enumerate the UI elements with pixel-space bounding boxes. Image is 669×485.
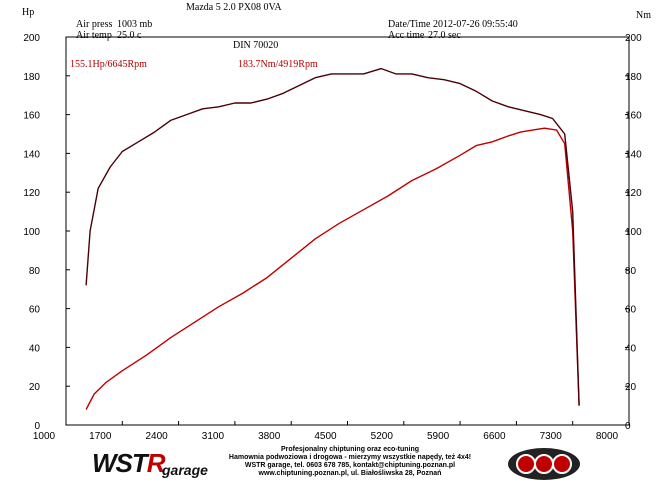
left-unit-label: Hp <box>22 7 34 18</box>
y-tick-label-right: 140 <box>625 149 642 160</box>
y-tick-label-right: 120 <box>625 188 642 199</box>
y-tick-label-left: 180 <box>23 72 40 83</box>
car-title: Mazda 5 2.0 PX08 0VA <box>186 2 282 13</box>
y-tick-label-right: 100 <box>625 227 642 238</box>
air-press-label: Air press <box>76 19 112 30</box>
logo-sub-text: garage <box>162 462 208 478</box>
y-tick-label-left: 200 <box>23 33 40 44</box>
dyno-chart: Hp Nm Mazda 5 2.0 PX08 0VA Air press 100… <box>22 2 651 440</box>
wstr-garage-logo: WSTR garage <box>92 448 222 480</box>
standard-label: DIN 70020 <box>233 40 278 51</box>
x-tick-label: 1700 <box>89 431 112 440</box>
y-tick-label-left: 40 <box>29 343 41 354</box>
footer-line-2: Hamownia podwoziowa i drogowa - mierzymy… <box>228 454 472 461</box>
y-tick-label-left: 60 <box>29 305 41 316</box>
x-tick-label: 3800 <box>258 431 281 440</box>
y-tick-label-left: 120 <box>23 188 40 199</box>
y-tick-label-right: 80 <box>625 266 637 277</box>
logo-r-letter: R <box>146 448 166 478</box>
right-unit-label: Nm <box>636 10 651 21</box>
x-tick-label: 3100 <box>202 431 225 440</box>
air-press-value: 1003 mb <box>117 19 152 30</box>
y-tick-label-left: 20 <box>29 382 41 393</box>
power-series-line <box>85 127 580 410</box>
y-tick-label-left: 140 <box>23 149 40 160</box>
x-tick-label: 5200 <box>371 431 394 440</box>
air-temp-label: Air temp <box>76 30 112 41</box>
x-tick-label: 7300 <box>540 431 563 440</box>
y-tick-label-right: 20 <box>625 382 637 393</box>
footer-line-3: WSTR garage, tel. 0603 678 785, kontakt@… <box>244 462 456 469</box>
y-tick-label-left: 0 <box>34 421 40 432</box>
x-tick-label: 6600 <box>483 431 506 440</box>
y-tick-label-left: 160 <box>23 111 40 122</box>
datetime-value: 2012-07-26 09:55:40 <box>433 19 518 30</box>
datetime-label: Date/Time <box>388 19 431 30</box>
footer-line-4: www.chiptuning.poznan.pl, ul. Białośliws… <box>258 470 442 477</box>
footer: Profesjonalny chiptuning oraz eco-tuning… <box>0 440 669 485</box>
y-tick-label-left: 100 <box>23 227 40 238</box>
y-tick-label-right: 40 <box>625 343 637 354</box>
x-tick-label: 2400 <box>145 431 168 440</box>
y-tick-label-right: 180 <box>625 72 642 83</box>
acc-time-value: 27.0 sec <box>428 30 461 41</box>
y-tick-label-left: 80 <box>29 266 41 277</box>
y-tick-label-right: 160 <box>625 111 642 122</box>
logo-main-text: WST <box>92 448 148 478</box>
eco-tuning-logo <box>508 448 580 480</box>
power-peak-annotation: 155.1Hp/6645Rpm <box>70 59 147 70</box>
axis-ticks: 0 0 20 20 40 40 60 60 80 80 100 100 120 120 140 140 160 1… <box>23 33 642 440</box>
x-tick-label: 4500 <box>314 431 337 440</box>
x-tick-label: 1000 <box>33 431 56 440</box>
y-tick-label-right: 60 <box>625 305 637 316</box>
y-tick-label-right: 200 <box>625 33 642 44</box>
y-tick-label-right: 0 <box>625 421 631 432</box>
torque-series-line <box>85 67 580 406</box>
plot-frame <box>65 36 630 426</box>
x-tick-label: 8000 <box>596 431 619 440</box>
acc-time-label: Acc time <box>388 30 425 41</box>
air-temp-value: 25.0 c <box>117 30 142 41</box>
x-tick-label: 5900 <box>427 431 450 440</box>
torque-peak-annotation: 183.7Nm/4919Rpm <box>238 59 318 70</box>
series-lines <box>85 67 580 410</box>
footer-line-1: Profesjonalny chiptuning oraz eco-tuning <box>280 446 420 453</box>
